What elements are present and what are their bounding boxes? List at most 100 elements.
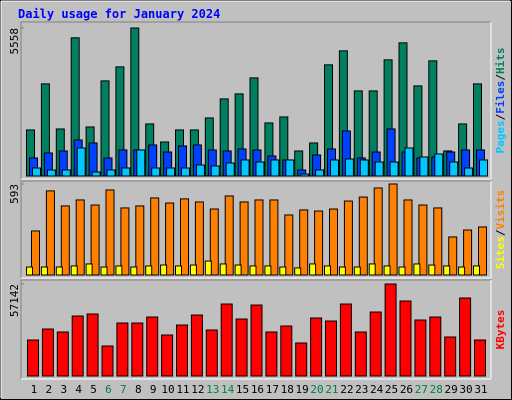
- bar: [234, 264, 242, 276]
- x-tick-label: 20: [310, 383, 323, 396]
- bar: [239, 201, 249, 276]
- bar: [459, 297, 472, 377]
- x-tick-label: 22: [340, 383, 353, 396]
- bar: [265, 331, 278, 377]
- bar: [443, 265, 451, 276]
- bar: [190, 314, 203, 377]
- bar: [285, 159, 295, 177]
- legend-separator: /: [494, 74, 507, 81]
- bar: [369, 311, 382, 377]
- bar: [150, 197, 160, 276]
- bar: [300, 173, 310, 177]
- bar: [56, 331, 69, 377]
- bar: [344, 158, 354, 177]
- bar: [463, 229, 473, 276]
- legend: Pages/Files/Hits: [494, 48, 507, 154]
- bar: [194, 201, 204, 276]
- bar: [210, 165, 220, 177]
- bar: [264, 265, 272, 276]
- bar: [284, 214, 294, 276]
- x-tick-label: 8: [135, 383, 142, 396]
- x-tick-label: 13: [206, 383, 219, 396]
- bar: [428, 264, 436, 276]
- bar: [27, 339, 39, 377]
- bar: [130, 266, 138, 276]
- bar: [41, 328, 54, 377]
- bar: [75, 199, 85, 276]
- x-tick-label: 24: [370, 383, 384, 396]
- bar: [464, 167, 474, 177]
- bar: [181, 167, 190, 177]
- bar: [250, 304, 263, 377]
- bar: [329, 208, 338, 276]
- bar: [413, 263, 421, 276]
- bar: [136, 149, 146, 177]
- bar: [85, 263, 93, 276]
- x-tick-label: 21: [325, 383, 338, 396]
- x-tick-label: 28: [430, 383, 443, 396]
- bar: [61, 169, 71, 177]
- bar: [26, 266, 33, 276]
- legend-separator: /: [494, 113, 507, 120]
- bar: [325, 320, 337, 377]
- bar: [224, 195, 234, 276]
- bar: [106, 169, 116, 177]
- bar: [225, 162, 235, 177]
- legend-entry: KBytes: [494, 310, 507, 350]
- bar: [433, 207, 443, 276]
- legend-entry: Visits: [494, 190, 507, 230]
- bar: [90, 204, 100, 276]
- bar: [195, 164, 205, 177]
- bar: [384, 283, 397, 377]
- bar: [151, 167, 161, 177]
- bar: [40, 266, 48, 276]
- bar: [324, 265, 331, 276]
- bar: [418, 204, 428, 276]
- bar: [120, 207, 130, 276]
- bar: [294, 267, 302, 276]
- bar: [338, 266, 346, 276]
- legend-entry: Files: [494, 81, 507, 114]
- x-tick-label: 31: [474, 383, 487, 396]
- bar: [359, 159, 369, 177]
- bar: [299, 209, 309, 276]
- bar: [176, 324, 188, 377]
- x-tick-label: 15: [236, 383, 249, 396]
- bar: [254, 199, 264, 276]
- bar: [255, 161, 265, 177]
- x-tick-label: 3: [60, 383, 67, 396]
- bar: [115, 265, 123, 276]
- bar: [398, 266, 406, 276]
- x-tick-label: 4: [75, 383, 82, 396]
- bar: [71, 315, 84, 377]
- x-tick-label: 18: [281, 383, 294, 396]
- bar: [309, 263, 317, 276]
- bar: [449, 161, 459, 177]
- bar: [204, 260, 212, 276]
- x-tick-label: 30: [459, 383, 472, 396]
- legend: KBytes: [494, 310, 507, 350]
- bar: [374, 161, 384, 177]
- bar: [135, 205, 145, 276]
- bar: [414, 319, 427, 377]
- bar: [353, 266, 361, 276]
- x-tick-label: 23: [355, 383, 368, 396]
- bar: [55, 266, 63, 276]
- x-tick-label: 9: [150, 383, 157, 396]
- bar: [403, 199, 413, 276]
- bar: [116, 322, 129, 377]
- chart-title: Daily usage for January 2024: [18, 7, 220, 21]
- bar: [86, 313, 99, 377]
- bar: [419, 156, 429, 177]
- bar: [45, 190, 55, 276]
- bar: [280, 325, 293, 377]
- x-tick-label: 19: [296, 383, 309, 396]
- legend-entry: Sites: [494, 236, 507, 269]
- x-tick-label: 27: [415, 383, 428, 396]
- bar: [448, 236, 458, 276]
- bar: [240, 159, 250, 177]
- bar: [146, 316, 159, 377]
- bar: [295, 342, 308, 377]
- x-tick-label: 29: [445, 383, 458, 396]
